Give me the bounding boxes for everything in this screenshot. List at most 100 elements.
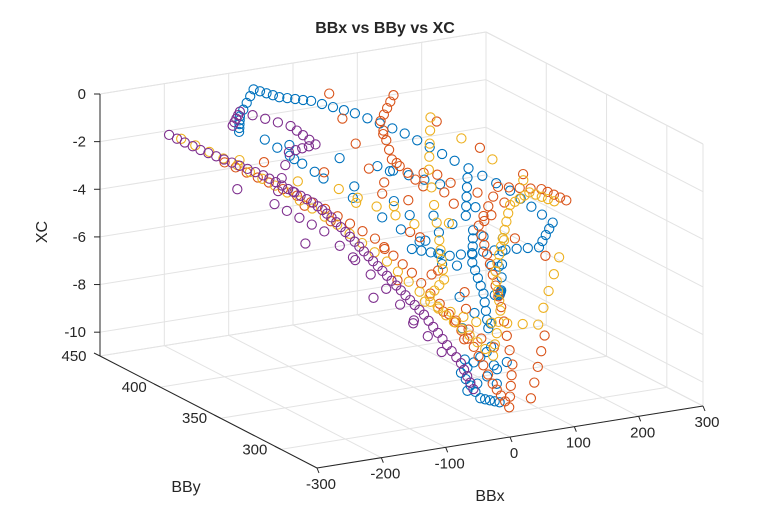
data-point	[494, 295, 505, 306]
data-point	[509, 233, 521, 244]
data-point	[337, 113, 348, 124]
data-point	[436, 346, 447, 358]
data-point	[539, 330, 550, 341]
data-point	[272, 142, 283, 153]
grid-line-floor-x	[228, 334, 446, 448]
data-point	[281, 205, 293, 217]
data-point	[438, 274, 450, 285]
y-tick-label: 300	[242, 441, 267, 458]
data-point	[485, 318, 496, 329]
x-tick-mark	[638, 416, 642, 422]
data-point	[350, 254, 361, 266]
data-point	[503, 182, 515, 193]
data-point	[392, 275, 403, 286]
data-point	[461, 191, 472, 202]
data-point	[252, 172, 263, 183]
data-point	[397, 259, 408, 270]
data-point	[176, 133, 187, 144]
data-point	[424, 151, 435, 162]
data-point	[368, 292, 379, 303]
axes	[93, 93, 706, 474]
y-tick-label: 450	[61, 348, 86, 365]
data-point	[420, 235, 431, 246]
x-tick-label: 0	[510, 445, 518, 462]
grid-line-floor-y	[280, 386, 667, 450]
y-tick-mark	[274, 445, 282, 450]
data-point	[479, 394, 491, 405]
data-point	[338, 105, 350, 116]
data-point	[478, 360, 489, 371]
data-point	[491, 275, 502, 287]
data-point	[472, 378, 483, 389]
data-point	[543, 285, 554, 297]
data-point	[478, 210, 489, 222]
data-point	[324, 88, 335, 99]
data-point	[547, 217, 558, 228]
data-point	[372, 160, 383, 172]
data-point	[428, 210, 439, 221]
data-point	[445, 177, 456, 188]
data-point	[467, 257, 478, 268]
data-point	[310, 139, 321, 150]
data-point	[494, 397, 505, 408]
data-point	[381, 135, 392, 146]
z-tick-label: 0	[78, 86, 86, 103]
data-point	[459, 287, 470, 298]
data-point	[297, 130, 309, 141]
data-point	[424, 138, 435, 149]
data-point	[384, 166, 396, 177]
data-point	[502, 318, 513, 329]
data-point	[499, 224, 510, 236]
data-point	[394, 160, 405, 172]
data-point	[390, 210, 401, 221]
data-point	[461, 201, 472, 212]
data-point	[511, 243, 522, 254]
data-point	[536, 346, 547, 357]
data-point	[481, 249, 493, 260]
data-point	[377, 212, 388, 223]
data-point	[451, 352, 462, 363]
data-point	[487, 350, 499, 361]
data-point	[409, 218, 420, 230]
data-point	[464, 330, 475, 341]
data-point	[241, 97, 252, 109]
data-point	[467, 249, 478, 260]
data-point	[445, 306, 456, 318]
data-point	[490, 280, 501, 291]
data-point	[458, 364, 470, 375]
x-tick-mark	[445, 447, 449, 453]
data-point	[395, 224, 407, 235]
data-point	[414, 232, 426, 243]
data-point	[428, 199, 440, 211]
data-point	[418, 181, 429, 192]
data-point	[260, 113, 271, 124]
grid-line-floor-y	[220, 355, 607, 419]
x-tick-label: -200	[370, 466, 400, 483]
data-point	[274, 92, 285, 103]
data-point	[424, 125, 436, 136]
series-3	[176, 112, 565, 361]
data-point	[507, 359, 518, 370]
data-point	[526, 201, 537, 212]
data-point	[290, 145, 301, 156]
data-point	[432, 327, 444, 339]
x-tick-label: 200	[630, 424, 655, 441]
data-point	[536, 183, 547, 195]
z-axis-label: XC	[34, 221, 51, 243]
x-tick-label: -300	[306, 476, 336, 493]
data-point	[492, 285, 504, 297]
data-point	[530, 189, 541, 200]
data-point	[479, 239, 490, 251]
data-point	[378, 128, 389, 140]
data-point	[234, 106, 246, 117]
data-point	[436, 148, 448, 160]
data-point	[538, 302, 549, 313]
data-point	[426, 269, 437, 280]
data-point	[363, 163, 375, 174]
data-point	[503, 208, 514, 219]
data-point	[448, 198, 459, 209]
data-point	[469, 307, 480, 319]
data-point	[244, 166, 256, 178]
data-point	[290, 93, 301, 105]
